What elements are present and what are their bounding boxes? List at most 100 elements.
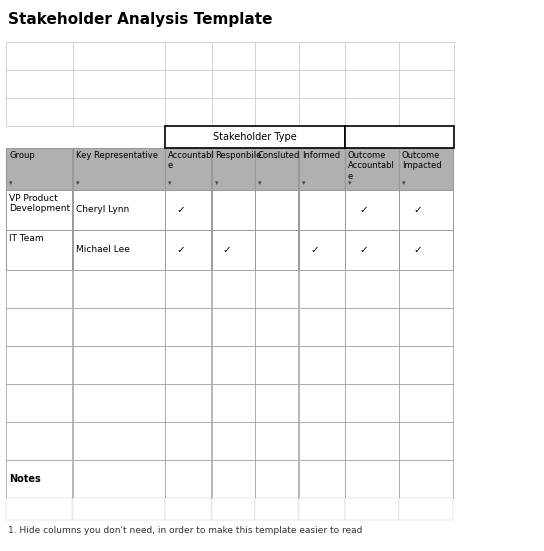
Bar — [299, 460, 345, 498]
Bar — [399, 270, 453, 308]
Bar — [73, 230, 165, 270]
Bar — [399, 498, 453, 520]
Bar — [255, 190, 298, 230]
Bar — [255, 346, 298, 384]
Bar — [399, 308, 453, 346]
Text: Notes: Notes — [9, 474, 41, 484]
Bar — [299, 346, 345, 384]
Bar — [6, 230, 72, 270]
Text: ▾: ▾ — [168, 180, 171, 186]
Bar — [6, 346, 72, 384]
Bar — [212, 148, 255, 190]
Text: ✓: ✓ — [360, 245, 368, 255]
Text: ✓: ✓ — [177, 205, 186, 215]
Bar — [165, 126, 345, 148]
Bar — [165, 346, 211, 384]
Text: ✓: ✓ — [177, 245, 186, 255]
Bar — [212, 422, 255, 460]
Bar — [299, 230, 345, 270]
Bar — [165, 230, 211, 270]
Bar — [299, 384, 345, 422]
Bar — [255, 308, 298, 346]
Bar — [212, 384, 255, 422]
Text: Stakeholder Type: Stakeholder Type — [213, 132, 297, 142]
Bar — [399, 346, 453, 384]
Bar — [345, 384, 399, 422]
Text: VP Product
Development: VP Product Development — [9, 194, 70, 213]
Bar — [399, 148, 453, 190]
Bar — [299, 190, 345, 230]
Bar — [345, 346, 399, 384]
Bar — [345, 126, 454, 148]
Bar — [345, 190, 399, 230]
Bar — [73, 346, 165, 384]
Text: ▾: ▾ — [402, 180, 405, 186]
Bar — [165, 148, 211, 190]
Bar — [165, 422, 211, 460]
Text: Responbile: Responbile — [215, 151, 261, 160]
Bar — [73, 384, 165, 422]
Bar — [299, 498, 345, 520]
Text: Cheryl Lynn: Cheryl Lynn — [76, 206, 129, 214]
Bar — [73, 190, 165, 230]
Bar — [73, 498, 165, 520]
Bar — [212, 270, 255, 308]
Bar — [399, 460, 453, 498]
Text: ▾: ▾ — [302, 180, 306, 186]
Text: ✓: ✓ — [360, 205, 368, 215]
Bar — [399, 190, 453, 230]
Bar — [6, 190, 72, 230]
Bar — [255, 148, 298, 190]
Text: ✓: ✓ — [413, 245, 422, 255]
Text: Outcome
Impacted: Outcome Impacted — [402, 151, 442, 170]
Bar — [212, 498, 255, 520]
Text: ▾: ▾ — [348, 180, 351, 186]
Text: Consluted: Consluted — [258, 151, 300, 160]
Bar — [399, 384, 453, 422]
Bar — [345, 498, 399, 520]
Text: ▾: ▾ — [258, 180, 262, 186]
Bar — [345, 422, 399, 460]
Bar — [399, 230, 453, 270]
Text: ✓: ✓ — [222, 245, 231, 255]
Text: ▾: ▾ — [215, 180, 219, 186]
Bar — [299, 308, 345, 346]
Text: ▾: ▾ — [76, 180, 79, 186]
Bar — [255, 422, 298, 460]
Bar — [212, 460, 255, 498]
Bar — [165, 270, 211, 308]
Bar — [165, 460, 211, 498]
Bar — [255, 460, 298, 498]
Text: ▾: ▾ — [9, 180, 13, 186]
Bar — [299, 148, 345, 190]
Bar — [6, 308, 72, 346]
Bar — [165, 384, 211, 422]
Bar — [255, 498, 298, 520]
Text: Stakeholder Analysis Template: Stakeholder Analysis Template — [8, 12, 273, 27]
Bar — [345, 270, 399, 308]
Bar — [6, 460, 72, 498]
Text: Michael Lee: Michael Lee — [76, 246, 130, 255]
Bar — [299, 422, 345, 460]
Bar — [255, 230, 298, 270]
Text: 1. Hide columns you don't need, in order to make this template easier to read: 1. Hide columns you don't need, in order… — [8, 526, 362, 535]
Bar — [345, 308, 399, 346]
Text: ✓: ✓ — [311, 245, 319, 255]
Text: Accountabl
e: Accountabl e — [168, 151, 215, 170]
Bar — [345, 230, 399, 270]
Bar — [255, 270, 298, 308]
Bar — [212, 230, 255, 270]
Bar — [6, 270, 72, 308]
Bar — [73, 460, 165, 498]
Bar — [399, 422, 453, 460]
Text: Outcome
Accountabl
e: Outcome Accountabl e — [348, 151, 395, 181]
Bar — [6, 384, 72, 422]
Bar — [212, 190, 255, 230]
Bar — [165, 498, 211, 520]
Bar — [6, 148, 72, 190]
Text: IT Team: IT Team — [9, 234, 44, 243]
Bar — [345, 460, 399, 498]
Text: ✓: ✓ — [413, 205, 422, 215]
Bar — [165, 308, 211, 346]
Bar — [165, 190, 211, 230]
